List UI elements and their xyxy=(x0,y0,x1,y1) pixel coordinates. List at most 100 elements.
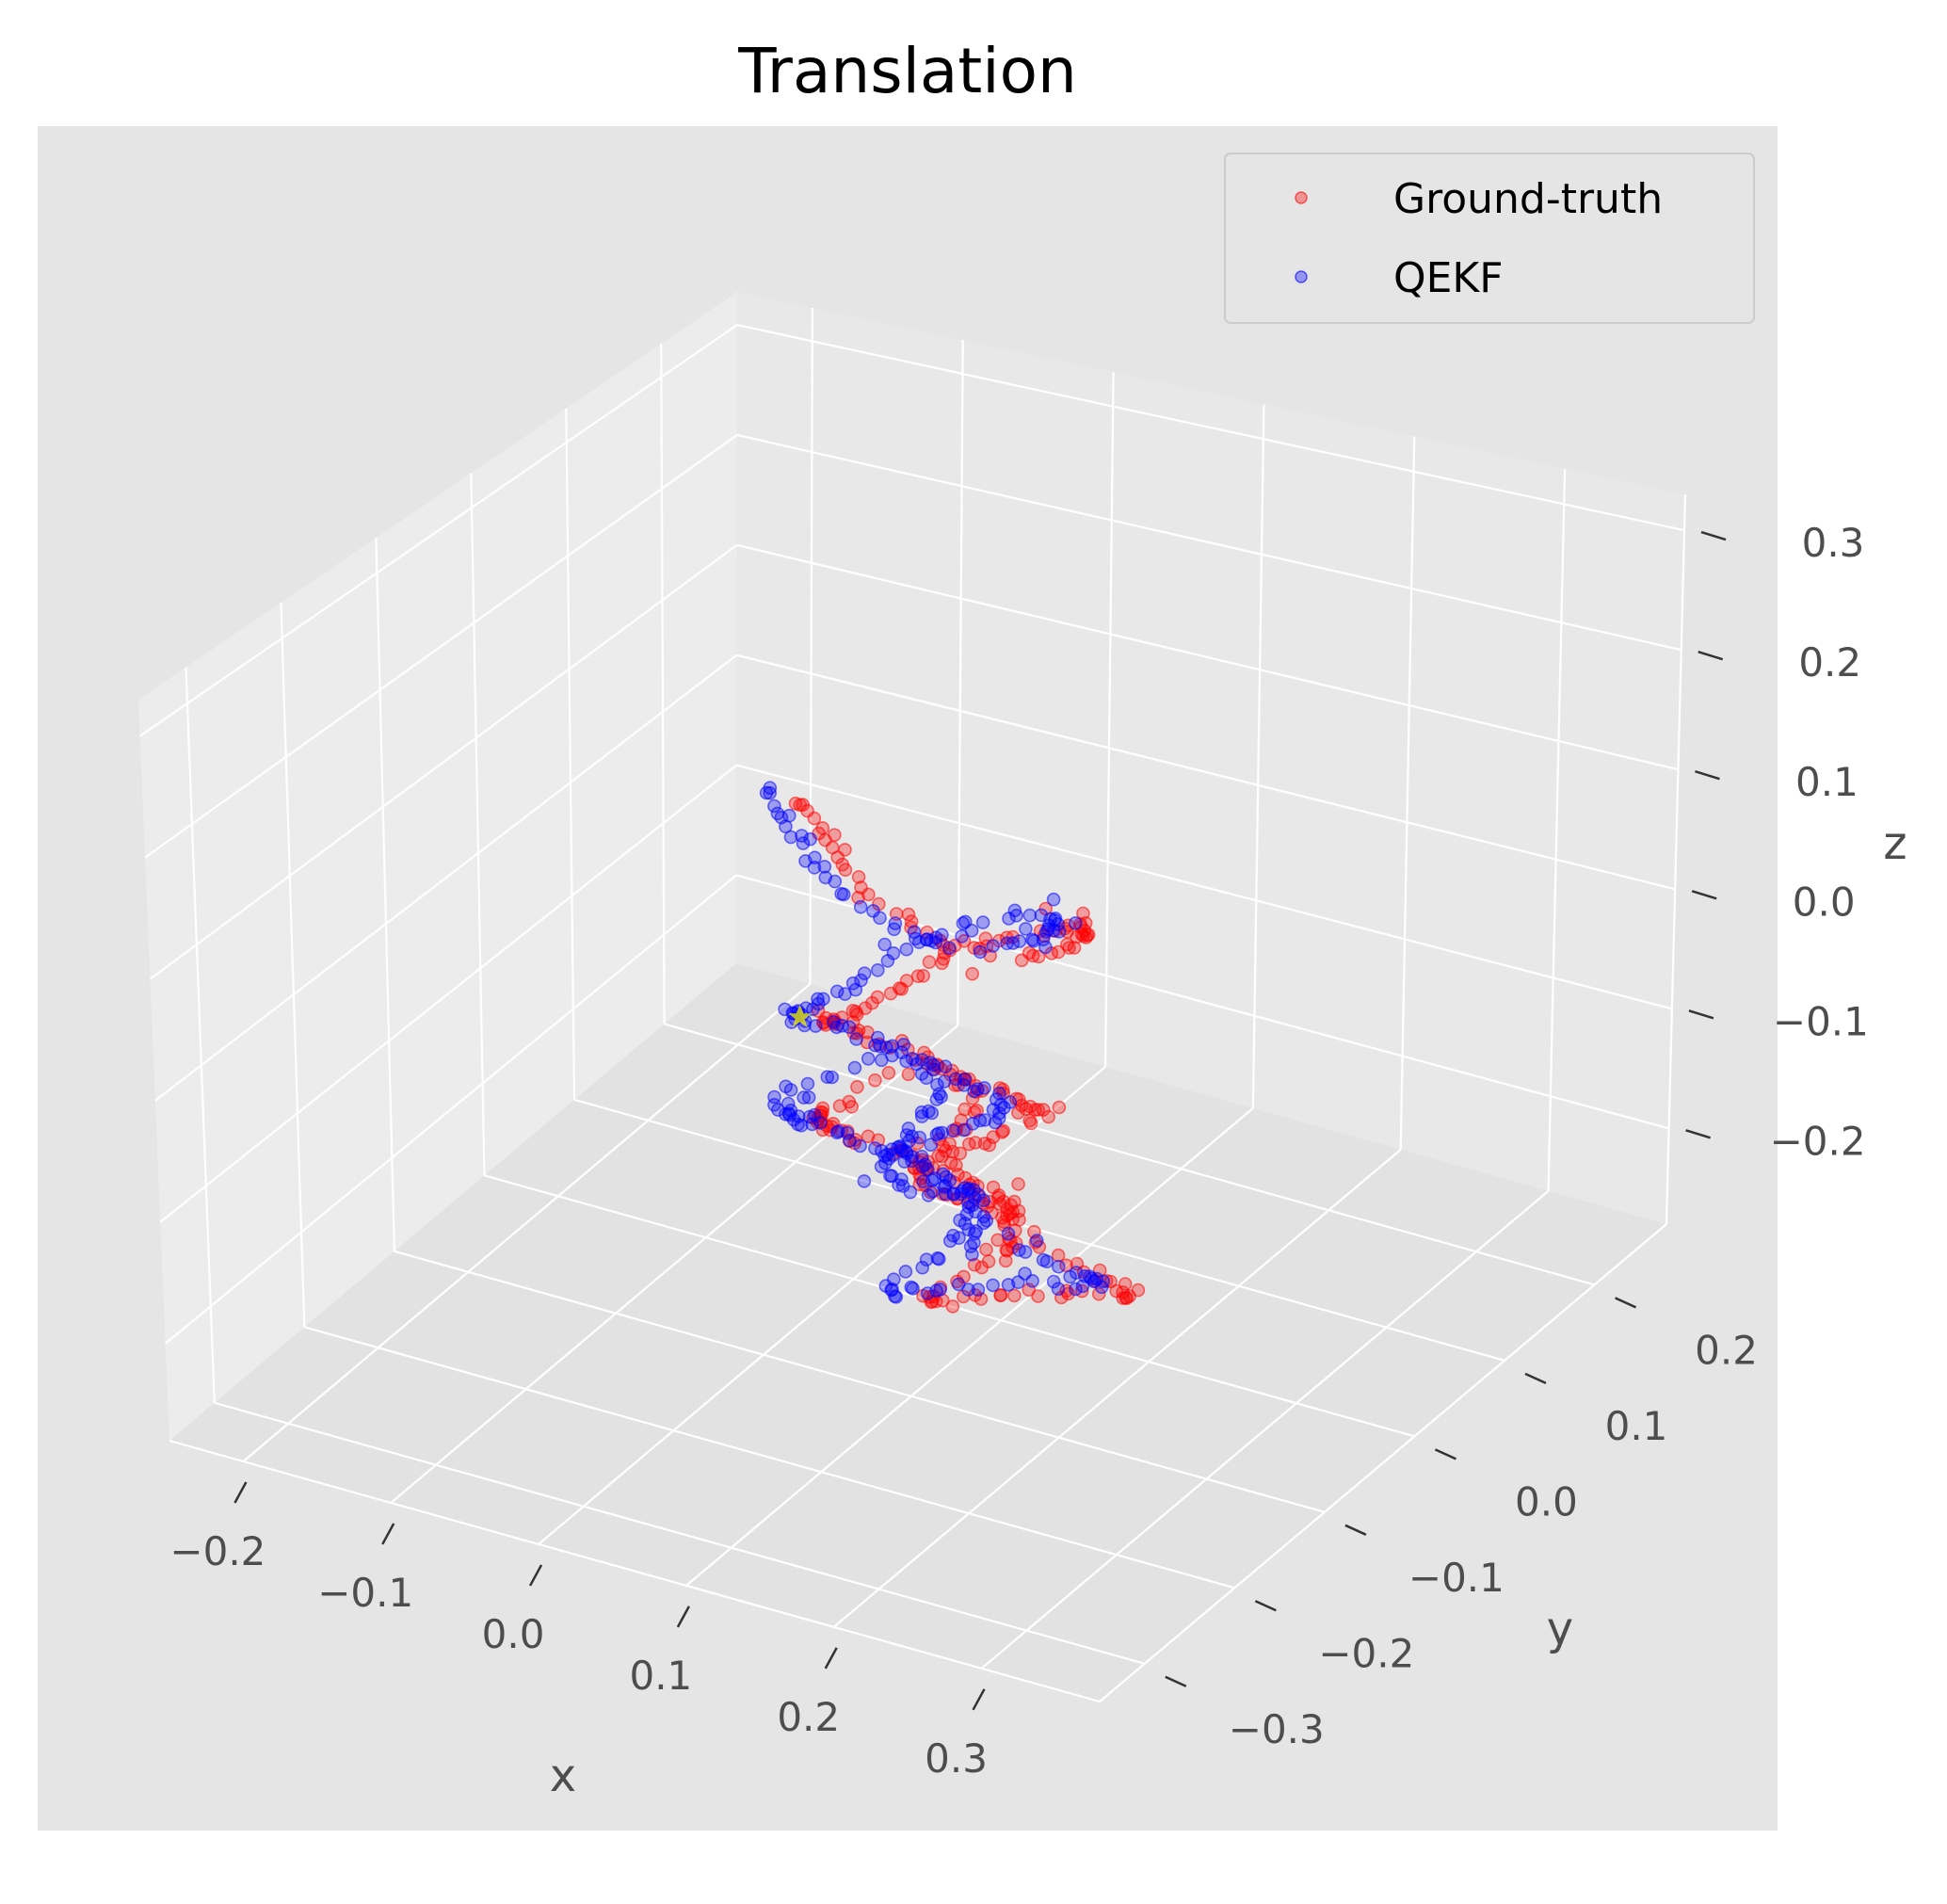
data-point xyxy=(919,1252,934,1267)
x-tick-2 xyxy=(528,1564,543,1587)
data-point xyxy=(1052,1259,1066,1274)
data-point xyxy=(1019,922,1033,936)
data-point xyxy=(1037,1103,1051,1117)
data-point xyxy=(870,963,885,977)
data-point xyxy=(1022,908,1038,923)
z-tick-label-3: 0.1 xyxy=(1795,759,1858,805)
data-point xyxy=(989,1092,1004,1106)
x-grid-back-5 xyxy=(1547,468,1567,1191)
data-point xyxy=(853,899,868,914)
x-tick-label-4: 0.2 xyxy=(777,1694,840,1740)
data-point xyxy=(976,1193,990,1207)
z-grid-back-3 xyxy=(736,543,1679,771)
data-point xyxy=(894,1045,909,1059)
data-point xyxy=(1051,1248,1066,1263)
data-point xyxy=(877,937,893,952)
data-point xyxy=(975,915,990,929)
data-point xyxy=(928,1294,943,1309)
data-point xyxy=(925,1173,940,1187)
y-axis-label: y xyxy=(1547,1603,1573,1655)
data-point xyxy=(1012,1243,1026,1257)
y-grid-side-2 xyxy=(375,538,395,1251)
y-tick-3 xyxy=(1434,1448,1456,1460)
data-point xyxy=(915,1260,930,1275)
z-grid-side-5 xyxy=(138,324,738,737)
data-point xyxy=(1011,1177,1025,1191)
x-grid-floor-3 xyxy=(685,1107,1254,1587)
x-tick-label-2: 0.0 xyxy=(482,1611,545,1657)
data-point xyxy=(820,1070,835,1084)
data-point xyxy=(807,860,822,875)
z-tick-0 xyxy=(1685,1129,1711,1139)
data-point xyxy=(850,1080,864,1094)
data-point xyxy=(973,1113,988,1128)
data-point xyxy=(1069,1266,1084,1280)
data-point xyxy=(884,1142,899,1156)
data-point xyxy=(813,1116,828,1130)
data-point xyxy=(996,1123,1010,1138)
axis-panes xyxy=(138,292,1685,1702)
z-tick-2 xyxy=(1691,890,1717,900)
data-point xyxy=(965,1198,979,1213)
series-qekf xyxy=(759,781,1111,1304)
data-point xyxy=(853,1138,867,1154)
data-point xyxy=(903,1185,918,1200)
data-point xyxy=(965,1247,979,1262)
x-grid-floor-1 xyxy=(390,1025,958,1504)
data-point xyxy=(845,976,861,991)
data-point xyxy=(986,1278,1000,1293)
y-grid-floor-2 xyxy=(394,1250,1326,1513)
z-tick-1 xyxy=(1688,1009,1714,1020)
y-grid-side-1 xyxy=(280,602,306,1328)
data-point xyxy=(953,1146,968,1161)
data-point xyxy=(1083,1269,1097,1283)
x-grid-back-1 xyxy=(957,340,964,1025)
data-point xyxy=(794,1118,809,1133)
data-point xyxy=(836,887,851,902)
y-tick-5 xyxy=(1615,1297,1637,1309)
data-point xyxy=(1018,1267,1032,1281)
data-point xyxy=(977,1081,991,1095)
back-pane xyxy=(736,292,1685,1224)
x-tick-label-1: −0.1 xyxy=(317,1570,413,1616)
y-tick-label-2: −0.1 xyxy=(1408,1555,1504,1601)
side-pane xyxy=(138,292,737,1441)
data-point xyxy=(1030,1234,1044,1248)
data-point xyxy=(905,1154,919,1169)
data-point xyxy=(953,1213,967,1228)
data-point xyxy=(990,1233,1005,1248)
data-point xyxy=(829,1125,845,1140)
data-point xyxy=(779,1079,793,1094)
data-point xyxy=(967,1257,982,1272)
data-point xyxy=(986,939,1000,953)
data-point xyxy=(842,1020,857,1034)
data-point xyxy=(868,1141,882,1155)
data-point xyxy=(1012,934,1027,948)
data-point xyxy=(979,1242,993,1257)
x-grid-floor-4 xyxy=(833,1149,1402,1628)
y-grid-floor-0 xyxy=(214,1401,1146,1665)
legend-label-ground-truth: Ground-truth xyxy=(1393,175,1663,223)
z-tick-label-1: −0.1 xyxy=(1773,998,1869,1044)
y-axis-edge xyxy=(1099,1223,1667,1702)
z-tick-5 xyxy=(1700,530,1727,541)
data-point xyxy=(848,1005,863,1019)
data-point xyxy=(847,1060,862,1075)
data-point xyxy=(941,941,957,956)
data-point xyxy=(767,799,781,814)
x-tick-5 xyxy=(972,1688,986,1711)
data-point xyxy=(1002,912,1016,926)
x-grid-floor-5 xyxy=(980,1189,1550,1670)
data-point xyxy=(1031,949,1046,964)
data-point xyxy=(861,887,876,902)
data-point xyxy=(849,1032,863,1046)
data-point xyxy=(840,1126,855,1140)
data-point xyxy=(1048,912,1063,926)
data-point xyxy=(896,1038,911,1052)
z-grid-side-4 xyxy=(144,434,738,859)
data-point xyxy=(873,911,887,926)
data-point xyxy=(830,850,845,864)
data-point xyxy=(1052,924,1067,939)
data-point xyxy=(957,1122,972,1138)
legend-box xyxy=(1224,153,1755,324)
